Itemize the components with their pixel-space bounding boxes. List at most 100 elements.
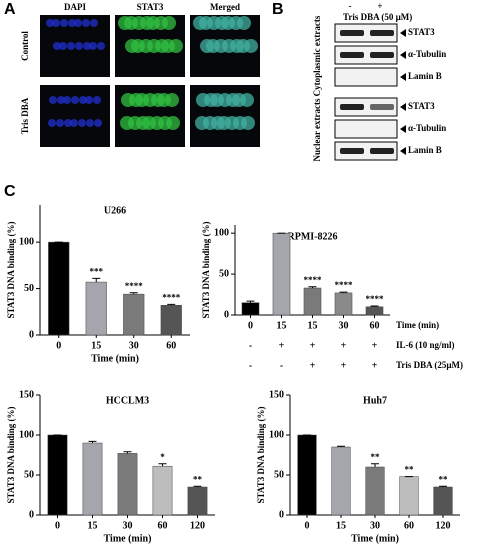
bar bbox=[47, 434, 68, 516]
error-bar bbox=[371, 463, 379, 467]
x-axis-label: Time (min) bbox=[351, 533, 399, 544]
bar bbox=[117, 453, 138, 516]
cell bbox=[94, 119, 102, 127]
chart-title: Huh7 bbox=[363, 395, 387, 406]
x-tick-label: 0 bbox=[56, 340, 61, 351]
cell bbox=[142, 116, 156, 130]
cell bbox=[52, 19, 60, 27]
cell bbox=[49, 96, 57, 104]
bar bbox=[331, 446, 351, 516]
cell bbox=[64, 119, 72, 127]
x-tick-label: 30 bbox=[339, 320, 349, 331]
band bbox=[340, 104, 364, 110]
blot bbox=[334, 97, 398, 117]
cell bbox=[97, 42, 105, 50]
y-tick-label: 0 bbox=[29, 329, 34, 340]
cell bbox=[146, 16, 160, 30]
row-label: Control bbox=[20, 31, 30, 61]
cell bbox=[131, 39, 145, 53]
band-label: STAT3 bbox=[408, 27, 435, 37]
condition-sign: + bbox=[341, 360, 347, 371]
band bbox=[370, 52, 394, 58]
condition-sign: + bbox=[310, 340, 316, 351]
chart-title: U266 bbox=[104, 205, 126, 216]
condition-sign: - bbox=[249, 360, 252, 371]
y-tick-label: 100 bbox=[19, 236, 34, 247]
arrow bbox=[400, 103, 406, 111]
cell bbox=[70, 119, 78, 127]
error-bar bbox=[339, 291, 348, 293]
x-tick-label: 30 bbox=[370, 520, 380, 531]
cell bbox=[85, 96, 93, 104]
condition-sign: + bbox=[372, 360, 378, 371]
x-tick-label: 60 bbox=[158, 520, 168, 531]
condition-sign: + bbox=[341, 340, 347, 351]
blot bbox=[334, 119, 398, 139]
x-tick-label: 15 bbox=[336, 520, 346, 531]
arrow bbox=[400, 51, 406, 59]
x-tick-label: 15 bbox=[308, 320, 318, 331]
x-axis-label: Time (min) bbox=[91, 353, 139, 364]
y-tick-label: 50 bbox=[219, 268, 229, 279]
significance: **** bbox=[335, 280, 354, 290]
bar bbox=[160, 305, 182, 336]
error-bar bbox=[337, 445, 345, 447]
column-label: Merged bbox=[210, 2, 240, 12]
x-tick-label: 0 bbox=[248, 320, 253, 331]
error-bar bbox=[158, 463, 167, 467]
error-bar bbox=[308, 286, 317, 288]
cell bbox=[124, 16, 138, 30]
y-axis-label: STAT3 DNA binding (%) bbox=[6, 407, 16, 504]
band-label: α-Tubulin bbox=[408, 123, 446, 133]
y-axis-label: STAT3 DNA binding (%) bbox=[6, 222, 16, 319]
group-label: Nuclear extracts bbox=[312, 98, 322, 162]
x-tick-label: 0 bbox=[55, 520, 60, 531]
band bbox=[370, 104, 394, 110]
lane-label: - bbox=[349, 1, 352, 11]
significance: ** bbox=[371, 452, 381, 462]
significance: *** bbox=[90, 266, 104, 276]
cell bbox=[135, 93, 149, 107]
y-tick-label: 100 bbox=[19, 429, 34, 440]
cell bbox=[157, 93, 171, 107]
error-bar bbox=[246, 300, 255, 303]
cell bbox=[46, 19, 54, 27]
x-tick-label: 30 bbox=[123, 520, 133, 531]
cell bbox=[57, 96, 65, 104]
condition-sign: + bbox=[279, 340, 285, 351]
panel-label: B bbox=[272, 1, 284, 18]
error-bar bbox=[88, 440, 97, 443]
cell bbox=[78, 119, 86, 127]
cell bbox=[206, 39, 220, 53]
cell bbox=[53, 42, 61, 50]
bar bbox=[152, 465, 173, 516]
band-label: α-Tubulin bbox=[408, 49, 446, 59]
band-label: Lamin B bbox=[408, 71, 442, 81]
y-tick-label: 0 bbox=[29, 509, 34, 520]
error-bar bbox=[167, 303, 176, 306]
blot bbox=[334, 45, 398, 65]
y-axis-label: STAT3 DNA binding (%) bbox=[256, 407, 266, 504]
lane-label: + bbox=[377, 1, 382, 11]
cell bbox=[161, 39, 175, 53]
condition-label: Tris DBA (25µM) bbox=[396, 360, 463, 370]
bar bbox=[399, 476, 419, 516]
y-tick-label: 50 bbox=[24, 469, 34, 480]
condition-sign: + bbox=[310, 360, 316, 371]
panel-label: C bbox=[4, 183, 16, 200]
x-tick-label: 15 bbox=[91, 340, 101, 351]
y-tick-label: 0 bbox=[224, 309, 229, 320]
error-bar bbox=[123, 451, 132, 454]
arrow bbox=[400, 73, 406, 81]
x-tick-label: 120 bbox=[190, 520, 205, 531]
cell bbox=[196, 93, 210, 107]
cell bbox=[60, 19, 68, 27]
error-bar bbox=[439, 485, 447, 487]
significance: **** bbox=[162, 292, 181, 302]
error-bar bbox=[193, 485, 202, 487]
cell bbox=[82, 19, 90, 27]
cell bbox=[93, 96, 101, 104]
bar bbox=[82, 442, 103, 516]
band bbox=[340, 148, 364, 154]
